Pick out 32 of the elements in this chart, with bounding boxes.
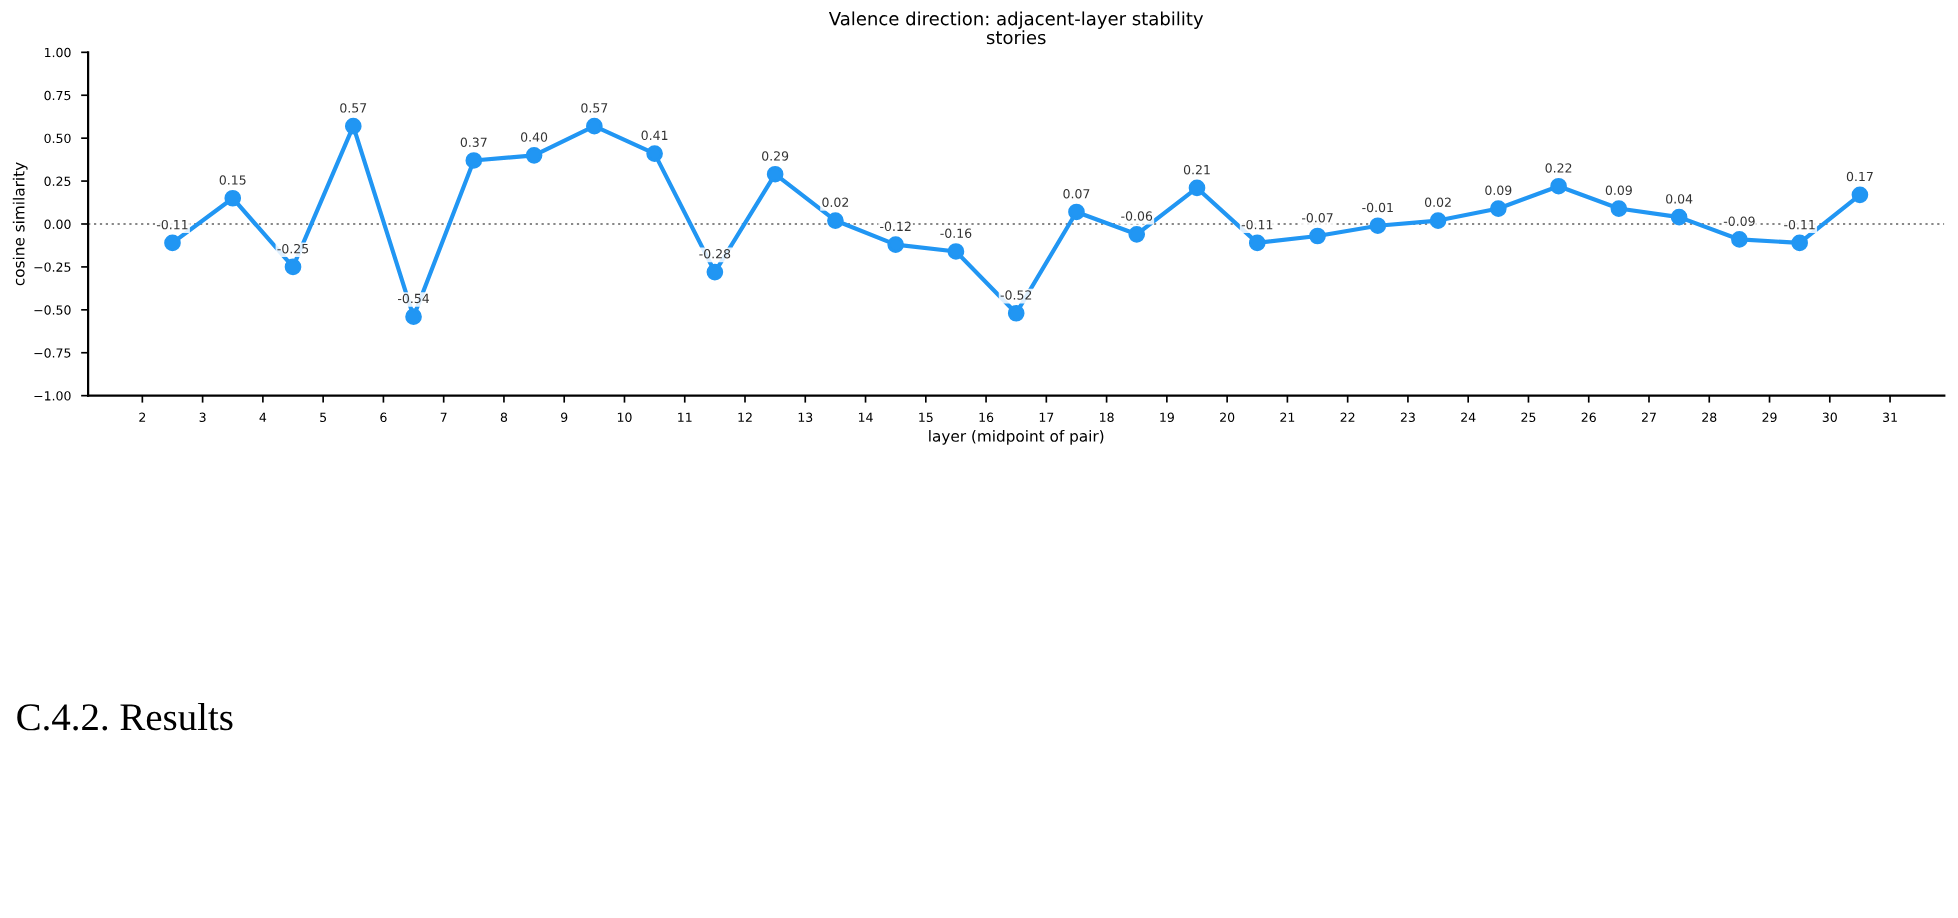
point — [465, 152, 483, 169]
point — [344, 117, 362, 135]
point — [646, 145, 663, 162]
point — [1309, 227, 1326, 245]
point — [586, 117, 603, 135]
point — [1670, 208, 1688, 226]
point — [947, 243, 965, 260]
point — [1128, 225, 1146, 243]
point — [1791, 234, 1808, 252]
point — [1610, 200, 1628, 217]
point — [1731, 231, 1748, 248]
point — [1851, 186, 1869, 204]
point — [766, 165, 784, 183]
point — [1068, 203, 1085, 221]
point — [1489, 200, 1507, 217]
point — [224, 189, 242, 207]
point — [1550, 177, 1567, 195]
chart-title: Valence direction: adjacent-layer stability — [828, 11, 1204, 29]
point — [1369, 217, 1387, 235]
point — [1248, 234, 1266, 252]
point — [1188, 179, 1206, 197]
point — [164, 234, 181, 252]
text: C.4.2. Results — [17, 703, 233, 731]
point — [284, 258, 302, 276]
point — [887, 236, 904, 253]
point — [405, 308, 422, 326]
point — [525, 146, 543, 164]
chart-subtitle: stories — [986, 30, 1046, 45]
point — [827, 212, 844, 229]
point — [1429, 212, 1447, 229]
point — [1007, 304, 1025, 322]
point — [706, 263, 724, 281]
